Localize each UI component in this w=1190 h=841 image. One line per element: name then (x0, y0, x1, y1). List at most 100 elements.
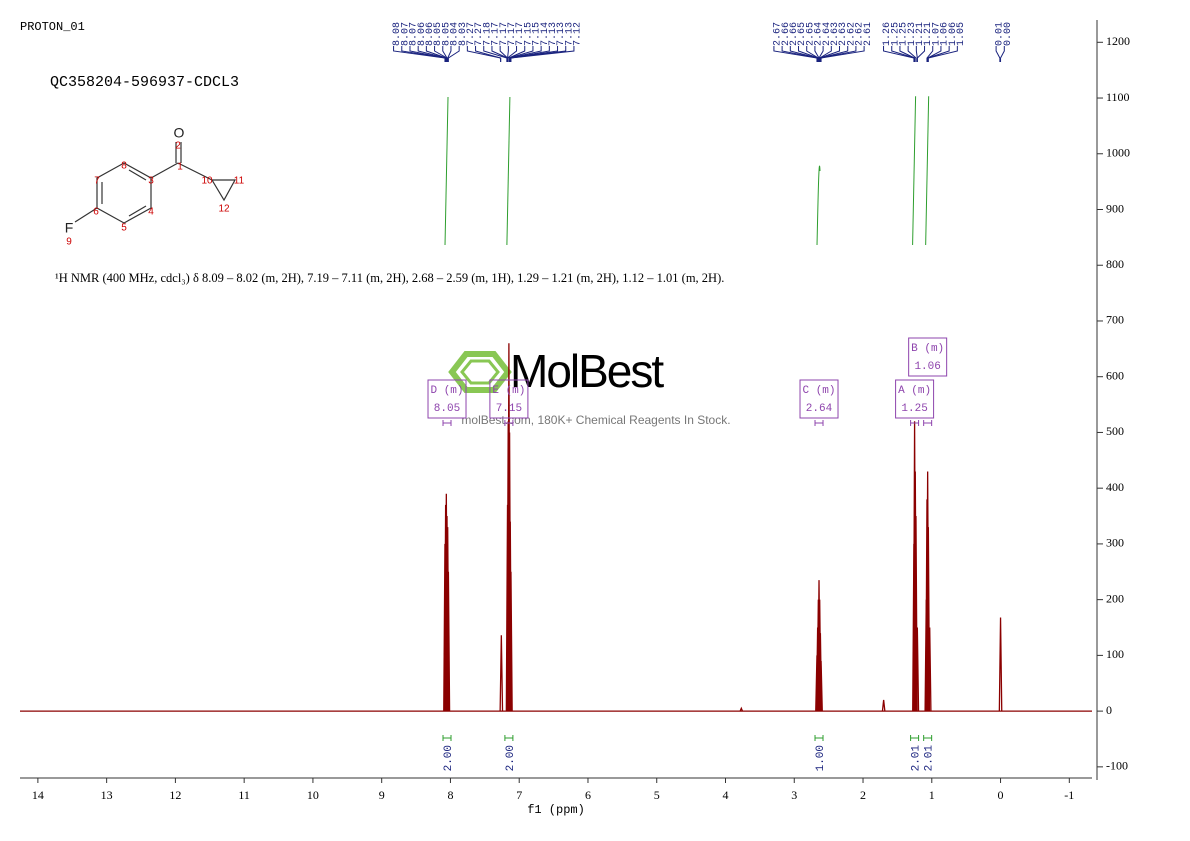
integral-bracket (910, 735, 920, 741)
peak-label: 2.67 (773, 22, 784, 46)
x-tick-label: 12 (169, 788, 181, 802)
peak-label: 7.17 (499, 22, 510, 46)
watermark-brand: MolBest (510, 345, 664, 397)
x-tick-label: 1 (929, 788, 935, 802)
peak-connector (409, 46, 447, 62)
peak-label: 2.65 (805, 22, 816, 46)
peak (509, 571, 513, 712)
peak-label: 8.06 (417, 22, 428, 46)
title: PROTON_01 (20, 20, 85, 34)
integral-curve (444, 96, 449, 246)
watermark-tagline: molBest.com, 180K+ Chemical Reagents In … (461, 413, 730, 427)
peak-label: 8.07 (400, 22, 411, 46)
multiplet-box (427, 379, 467, 419)
y-tick-label: 1100 (1106, 90, 1130, 104)
integral-curve (506, 96, 511, 246)
peak-connector (907, 46, 917, 62)
x-tick-label: 13 (101, 788, 113, 802)
peak-label: 0.01 (995, 22, 1006, 46)
peak-label: 2.64 (814, 22, 825, 46)
peak (881, 699, 886, 712)
peak-label: 0.00 (1003, 22, 1014, 46)
peak-connector (806, 46, 819, 62)
y-tick-label: -100 (1106, 759, 1128, 773)
atom-label: 8 (121, 161, 127, 172)
atom-label: 1 (177, 162, 183, 173)
peak-label: 7.17 (491, 22, 502, 46)
x-tick-label: 5 (654, 788, 660, 802)
peak (739, 706, 744, 712)
peak-connector (927, 46, 950, 62)
multiplet-shift: 8.05 (434, 403, 460, 415)
peak-connector (995, 46, 1001, 62)
peak-label: 8.07 (409, 22, 420, 46)
x-tick-label: 2 (860, 788, 866, 802)
x-axis-label: f1 (ppm) (527, 803, 585, 817)
peak-label: 7.27 (474, 22, 485, 46)
peak-connector (773, 46, 818, 62)
peak-label: 1.21 (915, 22, 926, 46)
watermark-logo (448, 351, 512, 393)
peak-connector (818, 46, 824, 62)
bond (128, 205, 147, 217)
peak-connector (447, 46, 460, 62)
multiplet-box (908, 337, 948, 377)
integral-label: 1.00 (815, 745, 827, 771)
peak-connector (508, 46, 534, 62)
structure (74, 142, 237, 224)
integral-bracket (442, 735, 452, 741)
peak-connector (789, 46, 819, 62)
peak (998, 617, 1003, 712)
atom-label: 3 (148, 176, 154, 187)
multiplet-shift: 1.06 (914, 361, 940, 373)
atom-label: 12 (218, 204, 230, 215)
y-tick-label: 0 (1106, 703, 1112, 717)
x-tick-label: 7 (516, 788, 522, 802)
x-tick-label: 11 (238, 788, 250, 802)
peak-label: 8.06 (425, 22, 436, 46)
atom-label: F (65, 220, 74, 236)
y-tick-label: 700 (1106, 313, 1124, 327)
peak-connector (926, 46, 934, 62)
multiplet-shift: 2.64 (806, 403, 833, 415)
peak-label: 7.17 (507, 22, 518, 46)
x-tick-label: 3 (791, 788, 797, 802)
peak-label: 7.17 (515, 22, 526, 46)
peak-label: 1.23 (907, 22, 918, 46)
peak-connector (393, 46, 446, 62)
cyclopropane (210, 179, 237, 202)
x-tick-label: -1 (1064, 788, 1074, 802)
multiplet-marker (504, 420, 514, 426)
multiplet-box (489, 379, 529, 419)
integral-curve (912, 96, 917, 246)
peak-label: 2.64 (822, 22, 833, 46)
peak-connector (916, 46, 926, 62)
peak-label: 1.21 (923, 22, 934, 46)
peak-label: 8.05 (433, 22, 444, 46)
integral-bracket (923, 735, 933, 741)
peak-connector (820, 46, 865, 62)
peak-connector (899, 46, 916, 62)
x-tick-label: 14 (32, 788, 44, 802)
peak-label: 7.14 (540, 22, 551, 46)
peak-connector (883, 46, 915, 62)
peak (499, 635, 504, 712)
multiplet-marker (814, 420, 824, 426)
x-tick-label: 0 (998, 788, 1004, 802)
multiplet-label: D (m) (431, 385, 464, 397)
y-tick-label: 300 (1106, 536, 1124, 550)
peak-connector (819, 46, 841, 62)
peak (927, 627, 932, 712)
peak-connector (425, 46, 447, 62)
integral-label: 2.00 (443, 745, 455, 771)
peak-connector (447, 46, 452, 62)
y-tick-label: 900 (1106, 201, 1124, 215)
atom-label: 2 (175, 141, 181, 152)
peak-connector (483, 46, 508, 62)
multiplet-marker (442, 420, 452, 426)
subtitle: QC358204-596937-CDCL3 (50, 74, 239, 91)
y-tick-label: 100 (1106, 647, 1124, 661)
peak-label: 7.13 (564, 22, 575, 46)
